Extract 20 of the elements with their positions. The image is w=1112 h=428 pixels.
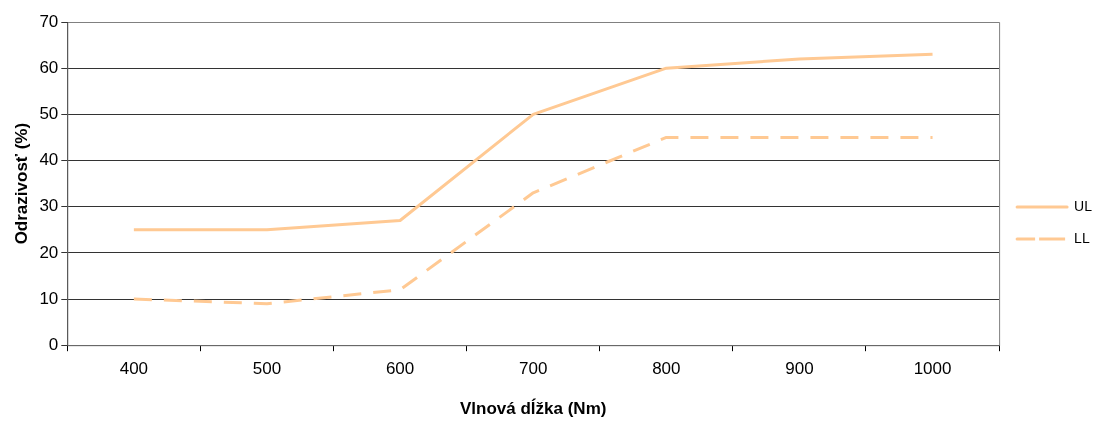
x-tick-label: 500: [252, 359, 282, 379]
y-tick-label: 70: [39, 11, 59, 31]
y-tick-label: 60: [39, 57, 59, 77]
y-tick-label: 20: [39, 242, 59, 262]
y-tick-label: 30: [39, 196, 59, 216]
x-tick-label: 900: [785, 359, 814, 379]
y-tick-label: 50: [39, 104, 59, 124]
legend-label: LL: [1074, 229, 1090, 246]
x-tick-label: 600: [385, 359, 415, 379]
x-tick-label: 700: [519, 359, 548, 379]
legend-label: UL: [1074, 197, 1093, 214]
x-axis-title: Vlnová dĺžka (Nm): [460, 398, 607, 419]
x-tick-label: 800: [652, 359, 681, 379]
x-tick-label: 400: [119, 359, 149, 379]
line-series: [132, 135, 935, 306]
y-axis-title: Odrazivosť (%): [11, 122, 31, 245]
y-tick-label: 40: [39, 150, 59, 170]
y-tick-label: 0: [48, 334, 59, 354]
x-tick-label: 1000: [913, 359, 952, 379]
y-tick-label: 10: [39, 288, 59, 308]
